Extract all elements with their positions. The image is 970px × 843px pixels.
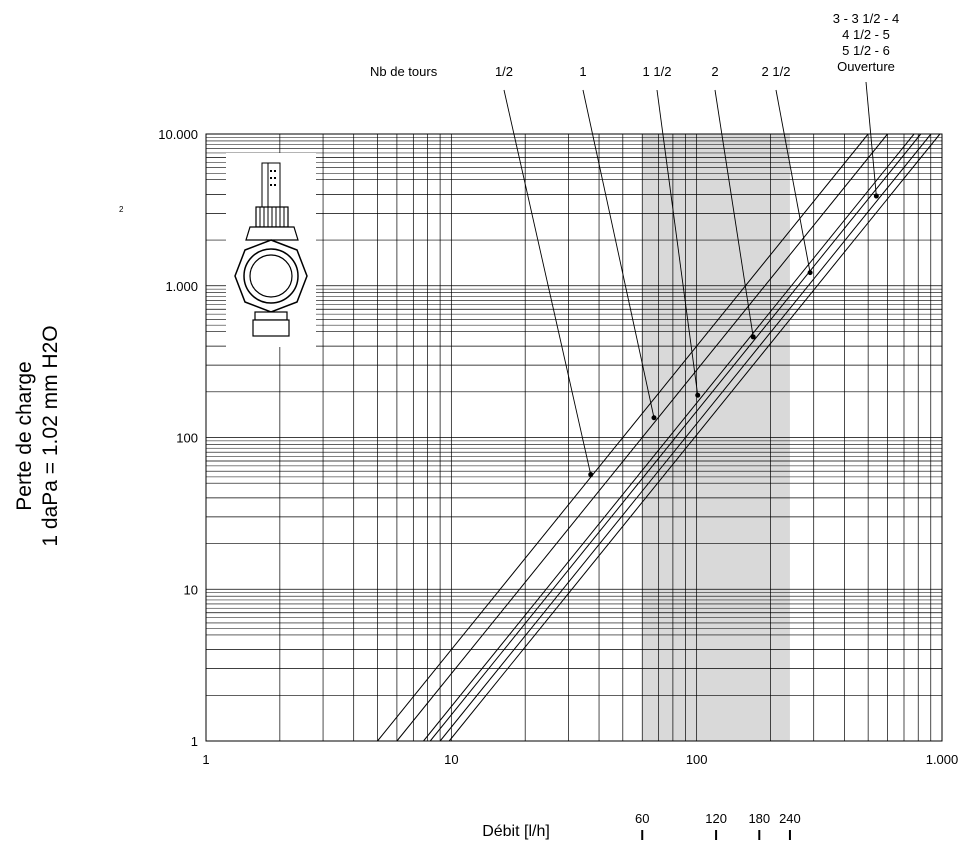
leader-line-3 [656, 89, 699, 396]
opening-label-line-3: 5 1/2 - 6 [842, 43, 890, 58]
series-label-4: 2 [711, 64, 718, 79]
leader-line-4 [714, 89, 754, 337]
series-line-3 [423, 133, 915, 742]
x-tick-labels: 1 10 100 1.000 [202, 752, 958, 767]
y-tick-label-5: 10.000 [158, 127, 198, 142]
secondary-tick-label-1: 60 [635, 811, 649, 826]
secondary-flow-axis: 60 120 180 240 [635, 811, 801, 840]
series-line-4 [429, 133, 922, 742]
x-tick-label-4: 1.000 [926, 752, 959, 767]
opening-label-line-4: Ouverture [837, 59, 895, 74]
leader-line-1 [503, 89, 592, 475]
series-line-6 [448, 133, 941, 742]
series-labels: 1/2 1 1 1/2 2 2 1/2 [495, 64, 791, 79]
leader-line-2 [582, 89, 655, 418]
x-tick-label-3: 100 [686, 752, 708, 767]
series-line-2 [396, 133, 888, 742]
secondary-tick-label-3: 180 [748, 811, 770, 826]
plot-frame [205, 133, 943, 742]
secondary-tick-label-4: 240 [779, 811, 801, 826]
leader-line-6 [865, 81, 877, 197]
y-tick-label-2: 10 [184, 582, 198, 597]
series-header-label: Nb de tours [370, 64, 438, 79]
secondary-tick-label-2: 120 [705, 811, 727, 826]
opening-label-line-2: 4 1/2 - 5 [842, 27, 890, 42]
series-label-5: 2 1/2 [762, 64, 791, 79]
y-axis-title: Perte de charge 1 daPa = 1.02 mm H2O [12, 306, 64, 566]
superscript-note: 2 [119, 205, 124, 214]
x-axis-title: Débit [l/h] [482, 823, 550, 840]
y-tick-labels: 1 10 100 1.000 10.000 [158, 127, 198, 749]
y-axis-title-line1: Perte de charge [13, 361, 36, 511]
y-tick-label-4: 1.000 [165, 279, 198, 294]
opening-label-line-1: 3 - 3 1/2 - 4 [833, 11, 899, 26]
y-tick-label-1: 1 [191, 734, 198, 749]
thermostatic-valve-body-icon [226, 153, 316, 347]
x-tick-label-1: 1 [202, 752, 209, 767]
leader-line-5 [775, 89, 811, 273]
x-tick-label-2: 10 [444, 752, 458, 767]
series-label-1: 1/2 [495, 64, 513, 79]
series-label-3: 1 1/2 [643, 64, 672, 79]
grid [205, 134, 942, 742]
series-label-2: 1 [579, 64, 586, 79]
series-lines [377, 133, 941, 742]
series-line-5 [439, 133, 932, 742]
series-leader-lines [503, 81, 877, 475]
y-axis-title-line2: 1 daPa = 1.02 mm H2O [39, 325, 62, 547]
y-tick-label-3: 100 [176, 431, 198, 446]
series-line-1 [377, 133, 869, 742]
